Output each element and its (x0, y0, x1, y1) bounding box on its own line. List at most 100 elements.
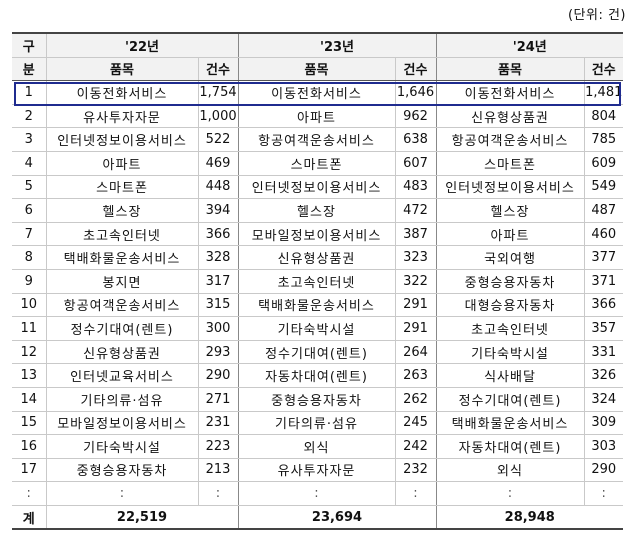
rank-cell: 1 (12, 80, 46, 105)
item-cell-23: 이동전화서비스 (237, 80, 395, 105)
count-cell-23: 291 (394, 293, 436, 318)
rank-cell: 12 (12, 340, 46, 365)
item-cell-23: 기타숙박시설 (237, 316, 395, 341)
complaint-table: 구 '22년 '23년 '24년 분 품목 건수 품목 건수 품목 건수 1 이동… (12, 31, 623, 531)
count-cell-23: 962 (394, 104, 436, 129)
item-cell-23: 중형승용자동차 (237, 387, 395, 412)
item-cell-24: 초고속인터넷 (435, 316, 584, 341)
count-cell-22: 290 (197, 363, 238, 388)
count-cell-22: 1,754 (197, 80, 238, 105)
header-row-years: 구 '22년 '23년 '24년 (12, 31, 623, 58)
count-cell-24: 460 (583, 222, 623, 247)
rank-cell: 13 (12, 363, 46, 388)
item-cell-24: 헬스장 (435, 198, 584, 223)
table-row: 3 인터넷정보이용서비스 522 항공여객운송서비스 638 항공여객운송서비스 785 (12, 127, 623, 152)
item-cell-24: 아파트 (435, 222, 584, 247)
item-cell-24: 택배화물운송서비스 (435, 411, 584, 436)
count-cell-22: 271 (197, 387, 238, 412)
count-cell-23: 607 (394, 151, 436, 176)
item-cell-22: 스마트폰 (45, 175, 198, 200)
item-cell-23: 아파트 (237, 104, 395, 129)
table-row: 17 중형승용자동차 213 유사투자자문 232 외식 290 (12, 458, 623, 483)
item-cell-24: 항공여객운송서비스 (435, 127, 584, 152)
table-row: 4 아파트 469 스마트폰 607 스마트폰 609 (12, 151, 623, 176)
item-cell-22: 모바일정보이용서비스 (45, 411, 198, 436)
ellipsis-cell: : (12, 481, 46, 506)
count-cell-24: 366 (583, 293, 623, 318)
rank-cell: 4 (12, 151, 46, 176)
item-cell-24: 자동차대여(렌트) (435, 434, 584, 459)
count-cell-22: 231 (197, 411, 238, 436)
count-cell-22: 317 (197, 269, 238, 294)
unit-label: (단위: 건) (567, 8, 626, 23)
count-cell-24: 357 (583, 316, 623, 341)
count-cell-22: 328 (197, 245, 238, 270)
count-cell-24: 324 (583, 387, 623, 412)
rank-cell: 5 (12, 175, 46, 200)
count-cell-22: 223 (197, 434, 238, 459)
item-cell-23: 외식 (237, 434, 395, 459)
rank-cell: 7 (12, 222, 46, 247)
item-cell-23: 모바일정보이용서비스 (237, 222, 395, 247)
table-row: 12 신유형상품권 293 정수기대여(렌트) 264 기타숙박시설 331 (12, 340, 623, 365)
count-cell-22: 448 (197, 175, 238, 200)
item-cell-23: 정수기대여(렌트) (237, 340, 395, 365)
rank-cell: 9 (12, 269, 46, 294)
item-header-23: 품목 (237, 57, 395, 82)
item-cell-24: 국외여행 (435, 245, 584, 270)
item-cell-24: 중형승용자동차 (435, 269, 584, 294)
count-cell-23: 387 (394, 222, 436, 247)
item-cell-22: 택배화물운송서비스 (45, 245, 198, 270)
table-row: 7 초고속인터넷 366 모바일정보이용서비스 387 아파트 460 (12, 222, 623, 247)
count-cell-24: 331 (583, 340, 623, 365)
ellipsis-cell: : (45, 481, 198, 506)
item-cell-22: 인터넷교육서비스 (45, 363, 198, 388)
item-cell-22: 초고속인터넷 (45, 222, 198, 247)
count-cell-24: 290 (583, 458, 623, 483)
count-cell-23: 245 (394, 411, 436, 436)
rank-cell: 17 (12, 458, 46, 483)
item-cell-23: 자동차대여(렌트) (237, 363, 395, 388)
rank-cell: 6 (12, 198, 46, 223)
count-cell-24: 487 (583, 198, 623, 223)
item-cell-23: 기타의류·섬유 (237, 411, 395, 436)
item-cell-23: 택배화물운송서비스 (237, 293, 395, 318)
total-24: 28,948 (435, 504, 623, 531)
count-cell-23: 638 (394, 127, 436, 152)
table-row: 2 유사투자자문 1,000 아파트 962 신유형상품권 804 (12, 104, 623, 129)
total-row: 계 22,519 23,694 28,948 (12, 504, 623, 531)
table-row: 9 봉지면 317 초고속인터넷 322 중형승용자동차 371 (12, 269, 623, 294)
rank-cell: 10 (12, 293, 46, 318)
year-header-24: '24년 (435, 31, 623, 58)
total-22: 22,519 (45, 504, 238, 531)
count-cell-24: 309 (583, 411, 623, 436)
count-cell-24: 303 (583, 434, 623, 459)
ellipsis-row: : : : : : : : (12, 481, 623, 506)
item-cell-22: 신유형상품권 (45, 340, 198, 365)
rank-cell: 14 (12, 387, 46, 412)
count-cell-22: 1,000 (197, 104, 238, 129)
count-cell-23: 262 (394, 387, 436, 412)
item-cell-22: 이동전화서비스 (45, 80, 198, 105)
ellipsis-cell: : (394, 481, 436, 506)
rank-header-bottom: 분 (12, 57, 46, 82)
table-row: 1 이동전화서비스 1,754 이동전화서비스 1,646 이동전화서비스 1,481 (12, 80, 623, 105)
count-header-22: 건수 (197, 57, 238, 82)
count-cell-24: 549 (583, 175, 623, 200)
item-cell-24: 인터넷정보이용서비스 (435, 175, 584, 200)
item-cell-23: 신유형상품권 (237, 245, 395, 270)
item-cell-24: 정수기대여(렌트) (435, 387, 584, 412)
count-cell-23: 323 (394, 245, 436, 270)
item-cell-22: 아파트 (45, 151, 198, 176)
table-row: 11 정수기대여(렌트) 300 기타숙박시설 291 초고속인터넷 357 (12, 316, 623, 341)
count-cell-23: 242 (394, 434, 436, 459)
table-row: 13 인터넷교육서비스 290 자동차대여(렌트) 263 식사배달 326 (12, 363, 623, 388)
count-cell-23: 322 (394, 269, 436, 294)
ellipsis-cell: : (435, 481, 584, 506)
item-cell-24: 스마트폰 (435, 151, 584, 176)
item-header-24: 품목 (435, 57, 584, 82)
count-header-24: 건수 (583, 57, 623, 82)
item-cell-23: 초고속인터넷 (237, 269, 395, 294)
count-cell-22: 366 (197, 222, 238, 247)
item-cell-23: 인터넷정보이용서비스 (237, 175, 395, 200)
